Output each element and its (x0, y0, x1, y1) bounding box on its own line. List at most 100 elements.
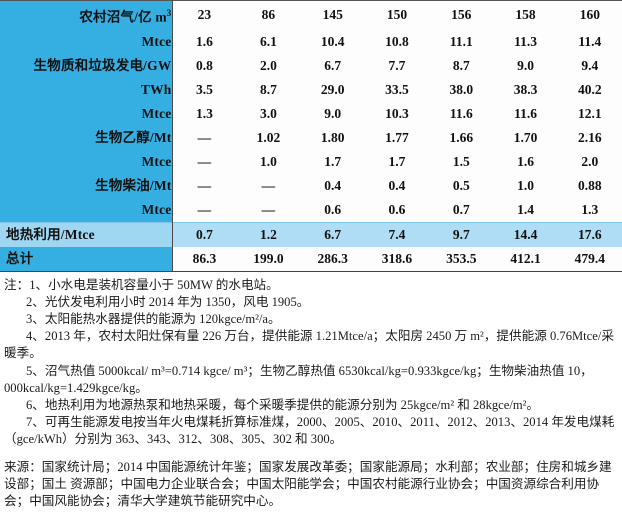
table-cell: 1.0 (493, 173, 558, 198)
source-text: 来源：国家统计局；2014 中国能源统计年鉴；国家发展改革委；国家能源局；水利部… (4, 459, 612, 509)
table-cell: 40.2 (557, 77, 622, 102)
table-cell: 6.1 (236, 29, 301, 54)
table-cell: 1.3 (557, 197, 622, 222)
row-label: Mtce (0, 29, 173, 54)
table-cell: 0.7 (429, 197, 494, 222)
table-cell: 156 (429, 0, 494, 30)
table-cell: 318.6 (364, 246, 430, 272)
table-cell: 0.8 (172, 53, 237, 78)
table-cell: 38.3 (493, 77, 558, 102)
row-label: Mtce (0, 101, 173, 126)
table-row: Mtce 1.6 6.1 10.4 10.8 11.1 11.3 11.4 (0, 29, 622, 54)
source-block: 来源：国家统计局；2014 中国能源统计年鉴；国家发展改革委；国家能源局；水利部… (0, 459, 622, 511)
table-cell: 1.80 (300, 125, 365, 150)
table-cell: 1.4 (493, 197, 558, 222)
table-row: Mtce —1.0 1.7 1.7 1.5 1.6 2.0 (0, 149, 622, 174)
table-row: Mtce — —0.6 0.6 0.7 1.4 1.3 (0, 197, 622, 222)
row-label: 农村沼气/亿 m3 (0, 0, 173, 30)
table-cell: 1.6 (493, 149, 558, 174)
table-cell: — (236, 173, 301, 198)
notes-block: 注：1、小水电是装机容量小于 50MW 的水电站。 2、光伏发电利用小时 2014… (0, 277, 622, 449)
table-row: 生物质和垃圾发电/GW 0.8 2.0 6.7 7.7 8.7 9.0 9.4 (0, 53, 622, 78)
row-label: TWh (0, 77, 173, 102)
table-cell: 1.5 (429, 149, 494, 174)
table-cell: 1.7 (364, 149, 430, 174)
table-body: 农村沼气/亿 m3 23 86 145 150 156 158 160 Mtce 1.6 6.1 10… (0, 0, 622, 272)
table-cell: 479.4 (557, 246, 622, 272)
table-cell: 145 (300, 0, 365, 30)
table-cell: 199.0 (236, 246, 301, 272)
table-row: 地热利用/Mtce 0.7 1.2 6.7 7.4 9.7 14.4 17.6 (0, 221, 622, 247)
table-cell: 0.4 (300, 173, 365, 198)
table-row: TWh 3.5 8.7 29.0 33.5 38.0 38.3 40.2 (0, 77, 622, 102)
table-cell: 412.1 (493, 246, 558, 272)
note-item: 注：1、小水电是装机容量小于 50MW 的水电站。 (4, 277, 618, 294)
note-item: 2、光伏发电利用小时 2014 年为 1350，风电 1905。 (26, 294, 310, 309)
table-cell: 86 (236, 0, 301, 30)
renewable-energy-table-wrap: 农村沼气/亿 m3 23 86 145 150 156 158 160 Mtce 1.6 6.1 10… (0, 0, 622, 272)
row-label: 生物柴油/Mt (0, 173, 173, 198)
row-label: 生物乙醇/Mt (0, 125, 173, 150)
table-cell: 1.3 (172, 101, 237, 126)
row-label: 总计 (0, 246, 173, 272)
notes-lead: 注： (4, 277, 30, 292)
table-cell: 11.6 (429, 101, 494, 126)
table-cell: — (236, 197, 301, 222)
table-cell: 11.3 (493, 29, 558, 54)
table-row: 总计 86.3 199.0 286.3 318.6 353.5 412.1 479.4 (0, 246, 622, 272)
table-cell: 1.77 (364, 125, 430, 150)
table-cell: — (172, 125, 237, 150)
table-cell: 0.88 (557, 173, 622, 198)
renewable-energy-table: 农村沼气/亿 m3 23 86 145 150 156 158 160 Mtce 1.6 6.1 10… (0, 0, 622, 272)
table-cell: 1.70 (493, 125, 558, 150)
table-cell: 2.0 (557, 149, 622, 174)
table-cell: — (172, 173, 237, 198)
table-cell: 160 (557, 0, 622, 30)
table-cell: 1.66 (429, 125, 494, 150)
table-cell: 0.4 (364, 173, 430, 198)
table-cell: 0.6 (300, 197, 365, 222)
table-cell: 10.8 (364, 29, 430, 54)
table-cell: 1.6 (172, 29, 237, 54)
table-cell: 286.3 (300, 246, 365, 272)
table-cell: 2.0 (236, 53, 301, 78)
table-cell: 11.6 (493, 101, 558, 126)
table-cell: — (172, 197, 237, 222)
note-item: 3、太阳能热水器提供的能源为 120kgce/m²/a。 (26, 311, 281, 326)
table-cell: 9.4 (557, 53, 622, 78)
table-cell: 353.5 (429, 246, 494, 272)
table-row: Mtce 1.3 3.0 9.0 10.3 11.6 11.6 12.1 (0, 101, 622, 126)
note-item-text: 1、小水电是装机容量小于 50MW 的水电站。 (29, 277, 279, 292)
table-cell: 9.0 (300, 101, 365, 126)
table-cell: — (172, 149, 237, 174)
table-cell: 10.3 (364, 101, 430, 126)
table-cell: 7.4 (364, 221, 430, 247)
table-cell: 0.5 (429, 173, 494, 198)
row-label: 地热利用/Mtce (0, 221, 173, 247)
table-cell: 150 (364, 0, 430, 30)
table-cell: 33.5 (364, 77, 430, 102)
table-cell: 7.7 (364, 53, 430, 78)
table-cell: 158 (493, 0, 558, 30)
table-row: 农村沼气/亿 m3 23 86 145 150 156 158 160 (0, 0, 622, 30)
note-item: 4、2013 年，农村太阳灶保有量 226 万台，提供能源 1.21Mtce/a… (4, 329, 614, 361)
table-cell: 1.02 (236, 125, 301, 150)
table-cell: 0.6 (364, 197, 430, 222)
table-cell: 11.1 (429, 29, 494, 54)
table-cell: 23 (172, 0, 237, 30)
table-cell: 6.7 (300, 53, 365, 78)
note-item: 6、地热利用为地源热泵和地热采暖，每个采暖季提供的能源分别为 25kgce/m²… (26, 397, 540, 412)
table-cell: 38.0 (429, 77, 494, 102)
row-label-superscript: 3 (166, 8, 172, 18)
table-cell: 3.5 (172, 77, 237, 102)
table-cell: 29.0 (300, 77, 365, 102)
table-cell: 1.7 (300, 149, 365, 174)
row-label: Mtce (0, 197, 173, 222)
table-cell: 2.16 (557, 125, 622, 150)
table-cell: 86.3 (172, 246, 237, 272)
table-cell: 3.0 (236, 101, 301, 126)
table-cell: 0.7 (172, 221, 237, 247)
table-cell: 12.1 (557, 101, 622, 126)
note-item: 5、沼气热值 5000kcal/ m³=0.714 kgce/ m³；生物乙醇热… (4, 363, 593, 395)
